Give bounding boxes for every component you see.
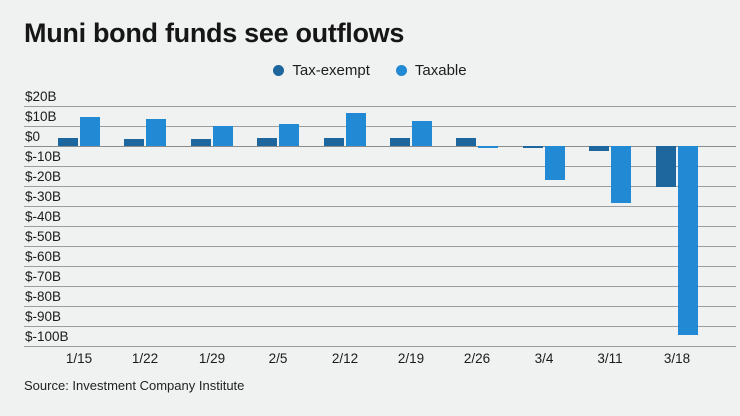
bar-tax-exempt-2-12: [324, 137, 344, 146]
y-axis-label--100: $-100B: [25, 328, 69, 344]
chart-title: Muni bond funds see outflows: [24, 18, 405, 48]
gridline--80: [24, 305, 736, 307]
taxable-dot-icon: [395, 65, 407, 76]
bar-taxable-3-11: [611, 146, 631, 204]
x-axis-label-3-11: 3/11: [597, 351, 623, 366]
gridline-0: [24, 145, 736, 147]
gridline--10: [24, 165, 736, 167]
bar-taxable-1-15: [80, 116, 100, 146]
legend-item-taxable: Taxable: [395, 62, 467, 79]
bar-taxable-3-4: [545, 146, 565, 181]
gridline-10: [24, 125, 736, 127]
bar-taxable-1-29: [213, 125, 233, 146]
x-axis-label-2-12: 2/12: [331, 351, 359, 366]
gridline--90: [24, 325, 736, 327]
bar-taxable-2-12: [346, 113, 366, 146]
bar-tax-exempt-1-15: [58, 138, 78, 146]
bar-tax-exempt-3-11: [589, 146, 609, 151]
bar-tax-exempt-2-26: [456, 137, 476, 146]
gridline--60: [24, 265, 736, 267]
y-axis-label--60: $-60B: [25, 248, 62, 264]
bar-taxable-2-5: [279, 124, 299, 146]
y-axis-label-20: $20B: [25, 88, 57, 104]
bar-tax-exempt-2-19: [390, 138, 410, 146]
bar-tax-exempt-3-4: [523, 146, 543, 148]
gridline--40: [24, 225, 736, 227]
legend-item-tax-exempt: Tax-exempt: [273, 62, 370, 79]
x-axis-label-3-4: 3/4: [534, 351, 554, 366]
gridline--30: [24, 205, 736, 207]
bar-tax-exempt-2-5: [257, 138, 277, 146]
gridline--70: [24, 285, 736, 287]
bar-taxable-2-26: [478, 146, 498, 148]
legend-label-taxable: Taxable: [414, 62, 467, 79]
gridline--100: [24, 345, 736, 347]
bar-taxable-3-18: [678, 146, 698, 336]
x-axis-label-2-19: 2/19: [397, 351, 425, 366]
y-axis-label--30: $-30B: [25, 188, 62, 204]
x-axis-label-1-29: 1/29: [198, 351, 226, 366]
gridline--20: [24, 185, 736, 187]
x-axis-label-3-18: 3/18: [663, 351, 691, 366]
bar-taxable-1-22: [146, 118, 166, 146]
y-axis-label-10: $10B: [25, 108, 57, 124]
bar-tax-exempt-1-22: [124, 138, 144, 146]
y-axis-label--50: $-50B: [25, 228, 62, 244]
gridline--50: [24, 245, 736, 247]
y-axis-label--40: $-40B: [25, 208, 62, 224]
legend-label-tax-exempt: Tax-exempt: [292, 62, 370, 79]
tax-exempt-dot-icon: [273, 65, 285, 76]
y-axis-label--10: $-10B: [25, 148, 62, 164]
x-axis-label-1-22: 1/22: [131, 351, 159, 366]
x-axis-label-1-15: 1/15: [65, 351, 93, 366]
x-axis-label-2-5: 2/5: [268, 351, 288, 366]
bar-taxable-2-19: [412, 120, 432, 146]
bar-chart-plot-area: $20B $10B $0 $-10B $-20B $-30B $-40B $-50B $-60B…: [24, 88, 736, 390]
y-axis-label--80: $-80B: [25, 288, 62, 304]
y-axis-label--90: $-90B: [25, 308, 62, 324]
x-axis-label-2-26: 2/26: [463, 351, 491, 366]
gridline-20: [24, 105, 736, 107]
bar-tax-exempt-3-18: [656, 146, 676, 187]
source-credit: Source: Investment Company Institute: [24, 378, 245, 393]
y-axis-label--20: $-20B: [25, 168, 62, 184]
y-axis-label-0: $0: [25, 128, 41, 144]
y-axis-label--70: $-70B: [25, 268, 62, 284]
bar-tax-exempt-1-29: [191, 138, 211, 146]
chart-legend: Tax-exempt Taxable: [0, 62, 740, 79]
